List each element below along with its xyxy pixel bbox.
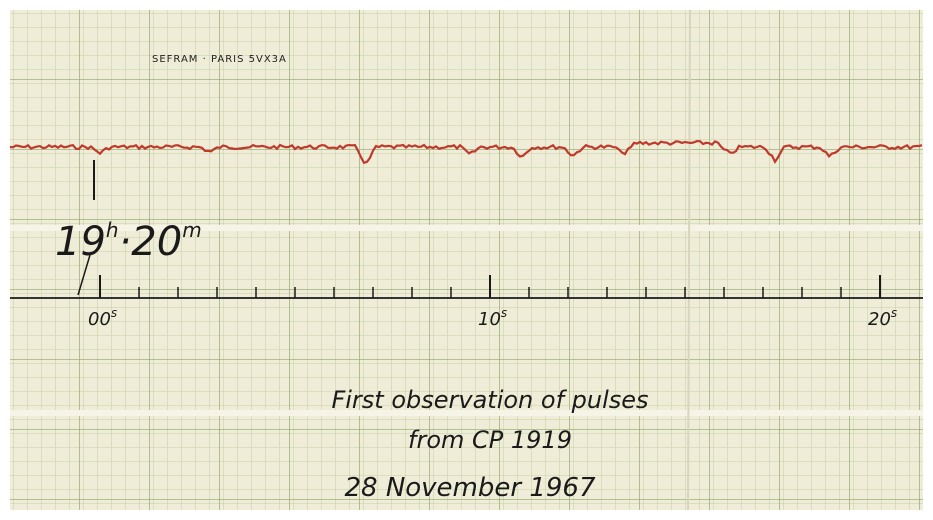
caption-line: First observation of pulses xyxy=(331,386,648,414)
hours: 19 xyxy=(55,219,106,265)
axis-label: 00s xyxy=(88,306,117,330)
axis-labels: 00s 10s 20s xyxy=(88,306,897,330)
label-unit: s xyxy=(891,306,897,320)
minutes-unit: m xyxy=(182,218,201,242)
axis-label: 20s xyxy=(868,306,897,330)
major-grid xyxy=(10,10,923,510)
paper-fold xyxy=(687,9,691,511)
label-number: 00 xyxy=(88,309,111,330)
minutes: ·20 xyxy=(119,219,183,265)
label-number: 10 xyxy=(478,309,501,330)
label-number: 20 xyxy=(868,309,891,330)
time-pointer xyxy=(77,254,91,296)
caption-line: from CP 1919 xyxy=(408,426,572,454)
signal-trace xyxy=(9,139,923,165)
caption-line: 28 November 1967 xyxy=(344,473,595,503)
label-unit: s xyxy=(111,306,117,320)
paper-band xyxy=(10,410,923,416)
brand: SEFRAM · PARIS 5VX3A xyxy=(152,54,287,65)
label-unit: s xyxy=(501,306,507,320)
tick-group xyxy=(99,275,881,298)
time-mark: 19h·20m xyxy=(55,218,202,265)
axis-label: 10s xyxy=(478,306,507,330)
hours-unit: h xyxy=(106,218,119,242)
paper-band xyxy=(10,225,923,231)
